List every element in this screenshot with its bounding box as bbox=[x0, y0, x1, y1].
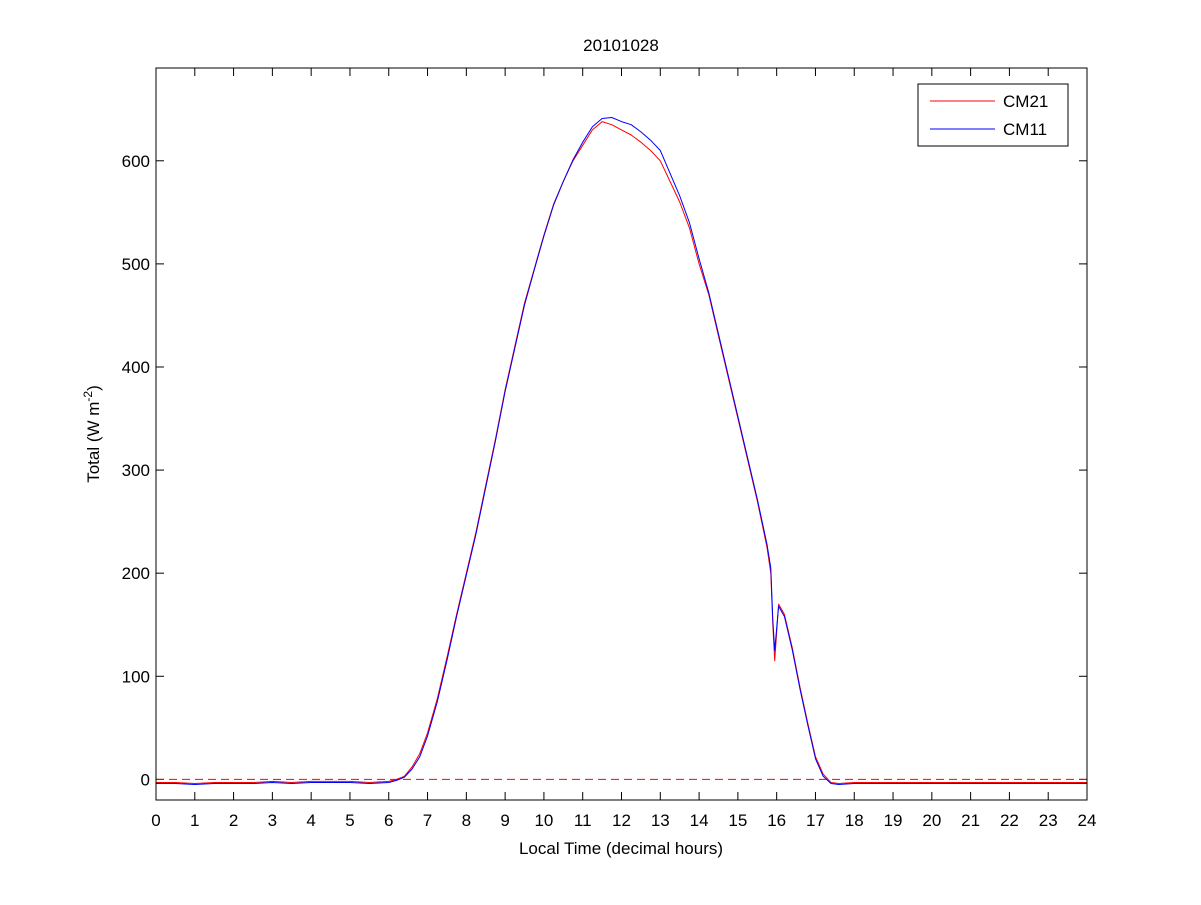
series-layer bbox=[156, 117, 1087, 785]
x-axis-label: Local Time (decimal hours) bbox=[519, 839, 723, 858]
x-tick-label: 11 bbox=[574, 811, 592, 830]
y-axis-label-main: Total (W m bbox=[84, 402, 103, 483]
x-tick-label: 0 bbox=[151, 811, 160, 830]
x-tick-label: 17 bbox=[806, 811, 825, 830]
x-tick-label: 5 bbox=[345, 811, 354, 830]
legend: CM21 CM11 bbox=[917, 83, 1069, 147]
legend-label-cm21: CM21 bbox=[1003, 92, 1048, 111]
x-tick-label: 21 bbox=[961, 811, 980, 830]
y-tick-label: 600 bbox=[122, 152, 150, 171]
x-tick-label: 9 bbox=[500, 811, 509, 830]
legend-box bbox=[917, 83, 1069, 147]
plot-frame bbox=[155, 67, 1088, 801]
x-tick-label: 15 bbox=[728, 811, 747, 830]
x-tick-label: 6 bbox=[384, 811, 393, 830]
x-tick-label: 2 bbox=[229, 811, 238, 830]
x-tick-label: 4 bbox=[306, 811, 315, 830]
y-tick-label: 0 bbox=[141, 770, 150, 789]
x-tick-label: 1 bbox=[190, 811, 199, 830]
chart-title: 20101028 bbox=[583, 36, 659, 55]
plot-area bbox=[156, 68, 1087, 800]
x-tick-label: 14 bbox=[690, 811, 709, 830]
y-axis-ticks: 0 100 200 300 400 500 600 bbox=[122, 152, 1087, 789]
x-tick-label: 3 bbox=[268, 811, 277, 830]
y-axis-label-superscript: -2 bbox=[81, 391, 95, 402]
y-tick-label: 100 bbox=[122, 667, 150, 686]
series-line-cm11 bbox=[156, 117, 1087, 785]
x-tick-label: 12 bbox=[612, 811, 631, 830]
x-tick-label: 20 bbox=[922, 811, 941, 830]
y-tick-label: 300 bbox=[122, 461, 150, 480]
y-tick-label: 500 bbox=[122, 255, 150, 274]
x-tick-label: 16 bbox=[767, 811, 786, 830]
x-tick-label: 22 bbox=[1000, 811, 1019, 830]
x-axis-ticks: 0 1 2 3 4 5 6 7 8 9 10 11 12 13 14 15 16 17 18 19 20 21 22 23 24 bbox=[151, 68, 1096, 830]
x-tick-label: 8 bbox=[462, 811, 471, 830]
x-tick-label: 10 bbox=[534, 811, 553, 830]
y-tick-label: 400 bbox=[122, 358, 150, 377]
y-axis-label-close: ) bbox=[84, 385, 103, 391]
x-tick-label: 24 bbox=[1078, 811, 1097, 830]
x-tick-label: 23 bbox=[1039, 811, 1058, 830]
y-axis-label: Total (W m-2) bbox=[81, 385, 103, 483]
x-tick-label: 18 bbox=[845, 811, 864, 830]
x-tick-label: 13 bbox=[651, 811, 670, 830]
legend-label-cm11: CM11 bbox=[1003, 120, 1047, 139]
y-tick-label: 200 bbox=[122, 564, 150, 583]
x-tick-label: 19 bbox=[884, 811, 903, 830]
x-tick-label: 7 bbox=[423, 811, 432, 830]
